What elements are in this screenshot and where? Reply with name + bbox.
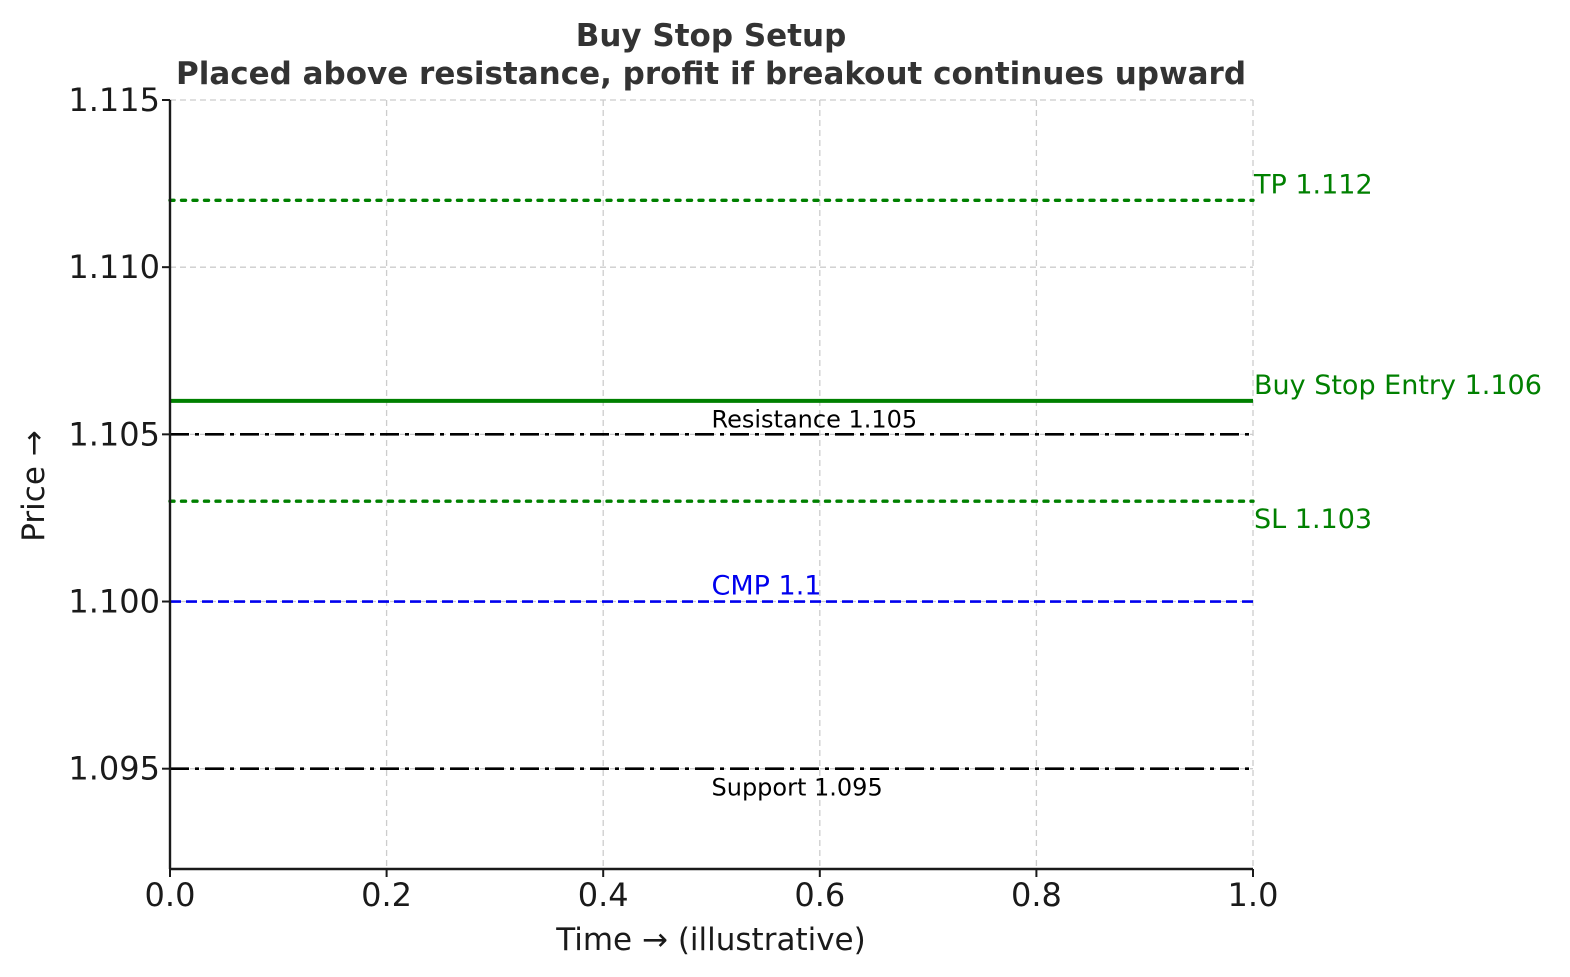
- y-tick-label-3: 1.110: [68, 248, 160, 286]
- level-label-sl: SL 1.103: [1254, 504, 1372, 535]
- level-label-resistance: Resistance 1.105: [712, 405, 918, 433]
- y-tick-label-4: 1.115: [68, 81, 160, 119]
- x-tick-label-3: 0.6: [794, 876, 845, 914]
- x-tick-label-0: 0.0: [145, 876, 196, 914]
- y-tick-label-1: 1.100: [68, 583, 160, 621]
- x-tick-label-4: 0.8: [1011, 876, 1062, 914]
- x-axis-label: Time → (illustrative): [555, 922, 865, 958]
- y-tick-label-2: 1.105: [68, 415, 160, 453]
- x-ticks: 0.0 0.2 0.4 0.6 0.8 1.0: [145, 869, 1279, 914]
- chart-subtitle: Placed above resistance, profit if break…: [176, 56, 1246, 92]
- grid: [169, 99, 1254, 869]
- level-label-support: Support 1.095: [712, 774, 883, 802]
- chart-title: Buy Stop Setup: [576, 18, 847, 54]
- axes: [168, 100, 1253, 871]
- y-axis-label: Price →: [16, 430, 52, 541]
- level-label-cmp: CMP 1.1: [712, 571, 822, 602]
- x-tick-label-5: 1.0: [1228, 876, 1279, 914]
- x-tick-label-1: 0.2: [361, 876, 412, 914]
- x-tick-label-2: 0.4: [578, 876, 629, 914]
- y-tick-label-0: 1.095: [68, 750, 160, 788]
- y-ticks: 1.095 1.100 1.105 1.110 1.115: [68, 81, 170, 788]
- price-levels: [168, 198, 1255, 770]
- level-label-entry: Buy Stop Entry 1.106: [1254, 370, 1542, 401]
- level-labels: TP 1.112 Buy Stop Entry 1.106 Resistance 1…: [712, 169, 1542, 801]
- level-label-tp: TP 1.112: [1253, 169, 1373, 200]
